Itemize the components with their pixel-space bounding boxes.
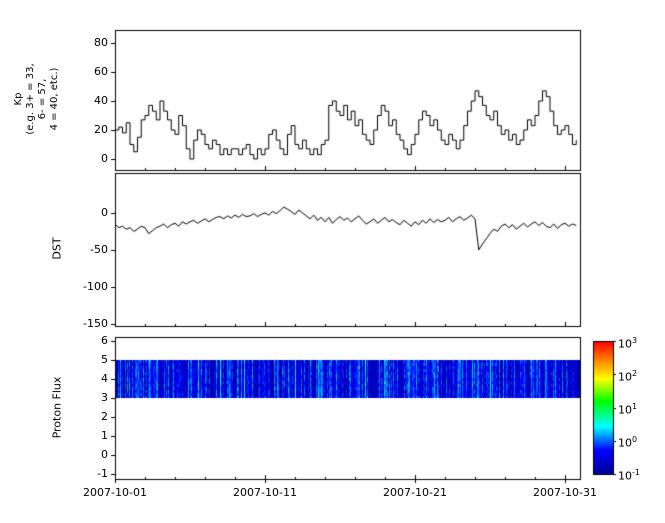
colorbar-base: 10 xyxy=(618,436,632,450)
colorbar-base: 10 xyxy=(618,370,632,384)
dst-axis-label: DST xyxy=(50,237,64,260)
xtick-label: 2007-10-21 xyxy=(383,486,447,499)
flux-ytick-label: 5 xyxy=(101,353,108,366)
flux-ytick-label: 6 xyxy=(101,334,108,347)
kp-ytick-label: 80 xyxy=(94,36,108,49)
colorbar-exponent: 0 xyxy=(632,435,638,444)
kp-axis-label: Kp (e.g. 3+ = 33, 6- = 57, 4 = 40, etc.) xyxy=(13,24,61,174)
kp-axis-label-line: Kp xyxy=(13,92,24,106)
xtick-label: 2007-10-01 xyxy=(83,486,147,499)
flux-ytick-label: -1 xyxy=(97,467,108,480)
colorbar-tick-label: 103 xyxy=(618,335,637,351)
colorbar-base: 10 xyxy=(618,469,632,483)
xtick-label: 2007-10-31 xyxy=(533,486,597,499)
kp-ytick-label: 20 xyxy=(94,123,108,136)
flux-ytick-label: 0 xyxy=(101,448,108,461)
dst-ytick-label: -100 xyxy=(83,280,108,293)
colorbar-exponent: 1 xyxy=(632,402,638,411)
flux-ytick-label: 2 xyxy=(101,410,108,423)
colorbar-exponent: -1 xyxy=(632,468,640,477)
dst-ytick-label: 0 xyxy=(101,206,108,219)
xtick-label: 2007-10-11 xyxy=(233,486,297,499)
colorbar-tick-label: 100 xyxy=(618,434,637,450)
flux-ytick-label: 1 xyxy=(101,429,108,442)
colorbar-exponent: 3 xyxy=(632,336,638,345)
proton-flux-axis-label: Proton Flux xyxy=(50,376,64,439)
dst-ytick-label: -150 xyxy=(83,317,108,330)
kp-ytick-label: 0 xyxy=(101,152,108,165)
kp-ytick-label: 40 xyxy=(94,94,108,107)
colorbar-tick-label: 10-1 xyxy=(618,467,640,483)
colorbar-base: 10 xyxy=(618,337,632,351)
dst-ytick-label: -50 xyxy=(90,243,108,256)
kp-axis-label-line: 4 = 40, etc.) xyxy=(49,67,60,131)
kp-ytick-label: 60 xyxy=(94,65,108,78)
colorbar-exponent: 2 xyxy=(632,369,638,378)
colorbar-tick-label: 101 xyxy=(618,401,637,417)
colorbar-tick-label: 102 xyxy=(618,368,637,384)
flux-ytick-label: 4 xyxy=(101,372,108,385)
kp-axis-label-line: 6- = 57, xyxy=(37,78,48,120)
flux-ytick-label: 3 xyxy=(101,391,108,404)
colorbar-base: 10 xyxy=(618,403,632,417)
kp-axis-label-line: (e.g. 3+ = 33, xyxy=(25,63,36,135)
